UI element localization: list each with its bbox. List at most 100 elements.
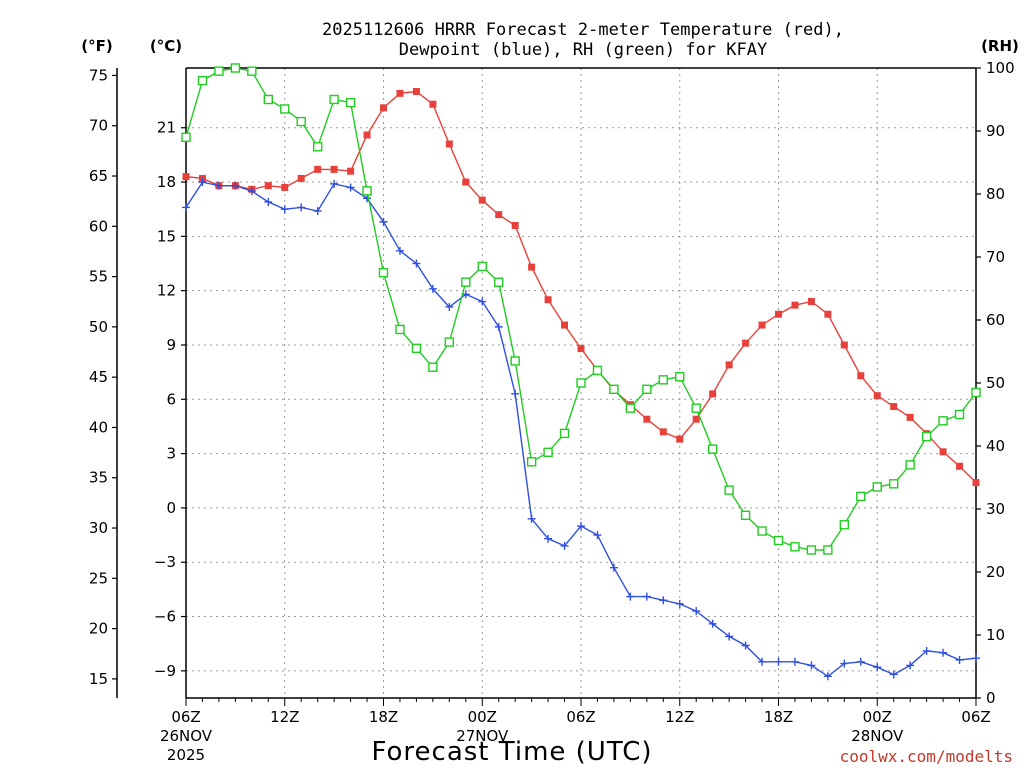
dewpoint-point: [823, 672, 832, 681]
dewpoint-point: [346, 183, 355, 192]
2-meter-temperature-point: [561, 321, 569, 329]
dewpoint-point: [725, 632, 734, 641]
fahrenheit-tick-label: 70: [89, 117, 108, 135]
dewpoint-point: [544, 534, 553, 543]
rh-point: [526, 457, 537, 467]
dewpoint-point: [889, 670, 898, 679]
rh-point: [790, 542, 800, 552]
dewpoint-point: [840, 659, 849, 668]
rh-point: [263, 94, 273, 105]
celsius-unit-label: (°C): [150, 37, 182, 55]
rh-point: [856, 491, 866, 502]
rh-tick-label: 60: [986, 311, 1005, 329]
rh-point: [839, 520, 850, 530]
dewpoint-point: [560, 541, 569, 550]
rh-point: [312, 142, 323, 152]
dewpoint-point: [445, 302, 454, 311]
2-meter-temperature-point: [956, 462, 964, 470]
rh-point: [280, 104, 290, 114]
chart-title-line1: 2025112606 HRRR Forecast 2-meter Tempera…: [322, 20, 844, 40]
celsius-tick-label: 18: [157, 173, 176, 191]
dewpoint-point: [972, 654, 980, 663]
dewpoint-point: [741, 641, 750, 650]
fahrenheit-tick-label: 65: [89, 167, 108, 185]
rh-point: [823, 545, 833, 555]
rh-point: [592, 365, 603, 376]
rh-point: [296, 116, 306, 127]
2-meter-temperature-point: [890, 403, 898, 411]
2-meter-temperature-point: [659, 428, 667, 436]
rh-point: [329, 94, 339, 105]
2-meter-temperature-point: [330, 165, 338, 173]
dewpoint-point: [807, 661, 816, 670]
2-meter-temperature-point: [363, 131, 371, 139]
2-meter-temperature-point: [495, 211, 503, 219]
rh-tick-label: 20: [986, 563, 1005, 581]
dewpoint-point: [906, 661, 915, 670]
2-meter-temperature-point: [742, 339, 750, 347]
2-meter-temperature-point: [281, 183, 289, 191]
2-meter-temperature-point: [396, 89, 404, 97]
dewpoint-point: [577, 522, 585, 531]
celsius-tick-label: 21: [157, 119, 176, 137]
celsius-tick-label: 15: [157, 227, 176, 245]
2-meter-temperature-point: [939, 448, 947, 456]
rh-point: [197, 75, 208, 86]
date-label: 27NOV: [456, 727, 509, 745]
rh-point: [740, 510, 751, 520]
rh-point: [543, 447, 553, 457]
2-meter-temperature-point: [725, 361, 733, 369]
2-meter-temperature-point: [906, 413, 914, 421]
dewpoint-point: [198, 178, 207, 187]
rh-tick-label: 80: [986, 185, 1005, 203]
dewpoint-point: [626, 592, 635, 601]
rh-point: [625, 403, 636, 413]
dewpoint-point: [297, 203, 306, 212]
rh-point: [905, 460, 915, 470]
chart-title-line2: Dewpoint (blue), RH (green) for KFAY: [399, 40, 767, 60]
rh-tick-label: 40: [986, 437, 1005, 455]
rh-point: [806, 545, 817, 555]
2-meter-temperature-point: [544, 296, 552, 304]
celsius-tick-label: 6: [166, 390, 176, 408]
dewpoint-point: [790, 657, 799, 666]
2-meter-temperature-point: [643, 415, 651, 423]
dewpoint-point: [856, 657, 865, 666]
dewpoint-point: [214, 181, 223, 190]
rh-point: [461, 277, 471, 287]
rh-point: [609, 384, 619, 394]
rh-point: [214, 66, 224, 76]
rh-point: [691, 403, 701, 413]
fahrenheit-tick-label: 35: [89, 469, 108, 487]
rh-point: [559, 428, 570, 439]
rh-point: [872, 482, 882, 492]
dewpoint-point: [873, 663, 882, 672]
rh-tick-label: 30: [986, 500, 1005, 518]
rh-point: [181, 132, 191, 143]
data-series: [181, 63, 981, 681]
x-tick-label: 12Z: [270, 708, 299, 726]
2-meter-temperature-point: [380, 104, 387, 112]
2-meter-temperature-point: [840, 341, 848, 349]
rh-tick-label: 10: [986, 626, 1005, 644]
dewpoint-point: [494, 322, 503, 331]
rh-point: [477, 261, 487, 272]
fahrenheit-tick-label: 15: [89, 670, 108, 688]
dewpoint-point: [511, 389, 520, 398]
2-meter-temperature-point: [791, 301, 799, 309]
celsius-tick-label: −6: [154, 608, 176, 626]
dewpoint-point: [692, 607, 701, 616]
rh-point: [362, 186, 372, 196]
rh-point: [757, 526, 767, 536]
rh-point: [378, 268, 389, 278]
fahrenheit-tick-label: 40: [89, 418, 108, 436]
dewpoint-point: [428, 284, 437, 293]
dewpoint-point: [313, 207, 322, 216]
fahrenheit-tick-label: 50: [89, 318, 108, 336]
2-meter-temperature-point: [873, 392, 881, 400]
2-meter-temperature-point: [297, 174, 305, 182]
celsius-tick-label: 0: [166, 499, 176, 517]
rh-point: [773, 535, 784, 546]
fahrenheit-tick-label: 30: [89, 519, 108, 537]
dewpoint-point: [659, 596, 668, 605]
